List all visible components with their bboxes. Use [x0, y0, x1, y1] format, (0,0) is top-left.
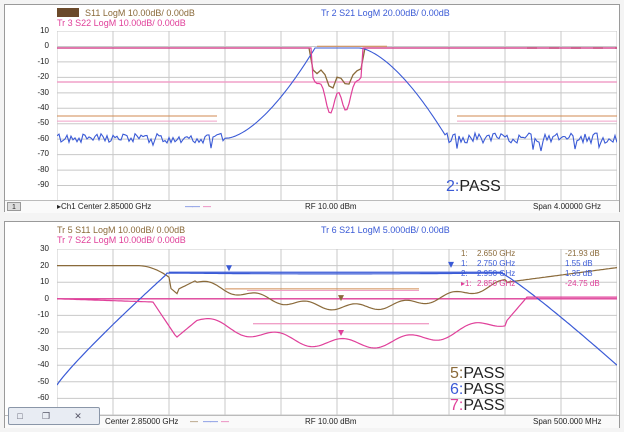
- marker-triangle[interactable]: [338, 329, 344, 336]
- y-tick-label: -50: [37, 118, 49, 128]
- window-control-strip[interactable]: □ ❐ ✕: [8, 407, 100, 425]
- bottom-center-freq[interactable]: Center 2.85000 GHz: [105, 417, 179, 426]
- bottom-status-bar: Center 2.85000 GHz — —— — RF 10.00 dBm S…: [5, 415, 619, 428]
- marker-id[interactable]: 1:: [461, 259, 468, 268]
- trace5-label[interactable]: Tr 5 S11 LogM 10.00dB/ 0.00dB: [57, 225, 186, 235]
- marker-id[interactable]: 1:: [461, 249, 468, 258]
- marker-triangle[interactable]: [226, 265, 232, 272]
- top-span[interactable]: Span 4.00000 GHz: [533, 202, 602, 211]
- bottom-trace-legend-brown: —: [190, 417, 198, 426]
- y-tick-label: -70: [37, 149, 49, 159]
- trace6-label[interactable]: Tr 6 S21 LogM 5.000dB/ 0.00dB: [321, 225, 450, 235]
- trace1-active-indicator[interactable]: [57, 8, 79, 17]
- y-tick-label: -60: [37, 393, 49, 403]
- y-tick-label: -20: [37, 72, 49, 82]
- y-tick-label: -30: [37, 87, 49, 97]
- trace-s11-bottom: [57, 265, 617, 311]
- trace7-label[interactable]: Tr 7 S22 LogM 10.00dB/ 0.00dB: [57, 235, 186, 245]
- trace-s21-top: [57, 47, 617, 152]
- top-channel-panel[interactable]: S11 LogM 10.00dB/ 0.00dB Tr 2 S21 LogM 2…: [4, 4, 620, 213]
- bottom-rf-power[interactable]: RF 10.00 dBm: [305, 417, 357, 426]
- top-plot-area[interactable]: [57, 31, 617, 201]
- y-tick-label: 20: [40, 260, 49, 270]
- marker-freq[interactable]: 2.950 GHz: [477, 269, 516, 278]
- pass-text: PASS: [463, 397, 505, 414]
- pass-number: 5:: [450, 365, 464, 382]
- y-tick-label: -40: [37, 103, 49, 112]
- marker-value[interactable]: 1.35 dB: [565, 269, 593, 278]
- top-trace-legend-blue: ——: [185, 202, 200, 211]
- trace3-label[interactable]: Tr 3 S22 LogM 10.00dB/ 0.00dB: [57, 18, 186, 28]
- bottom-span[interactable]: Span 500.000 MHz: [533, 417, 602, 426]
- pass-text: PASS: [463, 365, 505, 382]
- top-trace-legend-pink: —: [203, 202, 211, 211]
- y-tick-label: -20: [37, 327, 49, 336]
- y-tick-label: -50: [37, 376, 49, 386]
- y-tick-label: 10: [40, 277, 49, 287]
- bottom-plot-area[interactable]: [57, 249, 617, 415]
- pass-text: PASS: [463, 381, 505, 398]
- y-tick-label: -90: [37, 180, 49, 189]
- trace2-label[interactable]: Tr 2 S21 LogM 20.00dB/ 0.00dB: [321, 8, 450, 18]
- top-pass-number: 2:: [446, 178, 460, 195]
- top-status-bar: 1 ▸Ch1 Center 2.85000 GHz —— — RF 10.00 …: [5, 200, 619, 213]
- y-tick-label: 0: [44, 293, 49, 303]
- y-tick-label: -60: [37, 133, 49, 143]
- y-tick-label: 10: [40, 26, 49, 35]
- restore-icon[interactable]: □: [17, 411, 23, 421]
- marker-value[interactable]: 1.55 dB: [565, 259, 593, 268]
- marker-value[interactable]: -24.75 dB: [565, 279, 600, 288]
- y-tick-label: -80: [37, 164, 49, 174]
- marker-id[interactable]: ▸1:: [461, 279, 472, 288]
- trace-s21-bottom: [57, 272, 617, 386]
- bottom-pass-indicator: 7:PASS: [450, 398, 505, 414]
- pass-number: 6:: [450, 381, 464, 398]
- marker-id[interactable]: 2:: [461, 269, 468, 278]
- marker-value[interactable]: -21.93 dB: [565, 249, 600, 258]
- trace-s22-top: [57, 47, 617, 114]
- tile-icon[interactable]: ❐: [41, 411, 51, 421]
- marker-freq[interactable]: 2.650 GHz: [477, 249, 516, 258]
- close-icon[interactable]: ✕: [74, 411, 82, 421]
- trace-s22-bottom: [57, 296, 617, 349]
- y-tick-label: 0: [44, 41, 49, 51]
- marker-triangle[interactable]: [338, 295, 344, 302]
- y-tick-label: -40: [37, 360, 49, 370]
- pass-number: 7:: [450, 397, 464, 414]
- y-tick-label: 30: [40, 244, 49, 253]
- y-tick-label: -30: [37, 343, 49, 353]
- bottom-pass-indicator: 5:PASS: [450, 366, 505, 382]
- marker-freq[interactable]: 2.850 GHz: [477, 279, 516, 288]
- channel-button[interactable]: 1: [7, 202, 21, 211]
- bottom-pass-indicator: 6:PASS: [450, 382, 505, 398]
- top-rf-power[interactable]: RF 10.00 dBm: [305, 202, 357, 211]
- bottom-channel-panel[interactable]: Tr 5 S11 LogM 10.00dB/ 0.00dB Tr 6 S21 L…: [4, 221, 620, 428]
- bottom-trace-legend-blue: ——: [203, 417, 218, 426]
- y-tick-label: -10: [37, 56, 49, 66]
- marker-freq[interactable]: 2.750 GHz: [477, 259, 516, 268]
- y-tick-label: -10: [37, 310, 49, 320]
- top-pass-text: PASS: [459, 178, 501, 195]
- trace1-label[interactable]: S11 LogM 10.00dB/ 0.00dB: [85, 8, 195, 18]
- marker-triangle[interactable]: [448, 261, 454, 268]
- top-pass-indicator: 2:PASS: [446, 179, 501, 195]
- bottom-trace-legend-pink: —: [221, 417, 229, 426]
- top-center-freq[interactable]: ▸Ch1 Center 2.85000 GHz: [57, 202, 152, 211]
